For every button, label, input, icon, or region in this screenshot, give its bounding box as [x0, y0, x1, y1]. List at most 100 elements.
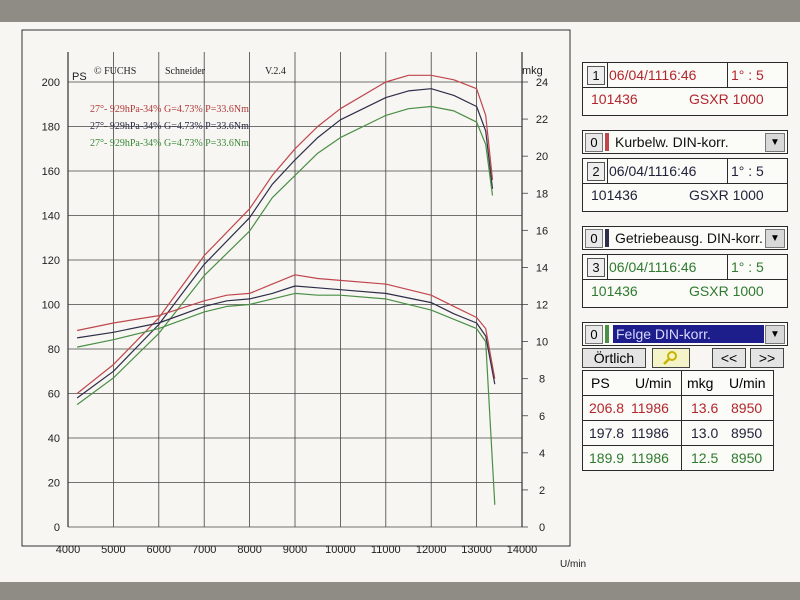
y-tick-label: 80 [48, 344, 60, 356]
record-ratio: 1° : 5 [731, 163, 764, 179]
legend-entry: 27°- 929hPa-34% G=4.73% P=33.6Nm [90, 121, 249, 132]
ps-value: 197.8 [589, 425, 625, 441]
record-ratio: 1° : 5 [731, 67, 764, 83]
oertlich-button[interactable]: Örtlich [582, 348, 646, 368]
table-header-row: PS U/min mkg U/min [583, 371, 773, 395]
record-model: GSXR 1000 [689, 283, 764, 299]
x-tick-label: 7000 [192, 544, 216, 556]
selector-kurbelwelle[interactable]: 0 Kurbelw. DIN-korr. ▼ [582, 130, 788, 154]
y2-tick-label: 18 [536, 188, 548, 200]
mkg-value: 13.0 [691, 425, 719, 441]
color-bar [605, 325, 609, 343]
x-tick-label: 6000 [147, 544, 171, 556]
x-tick-label: 10000 [325, 544, 356, 556]
copyright-text: © FUCHS [94, 66, 136, 77]
dyno-printout: 4000 5000 6000 7000 8000 9000 10000 11000 12000 1… [0, 22, 800, 582]
rpm-value: 8950 [731, 400, 763, 416]
x-tick-label: 8000 [237, 544, 261, 556]
y-tick-label: 20 [48, 478, 60, 490]
record-date: 06/04/1116:46 [609, 259, 697, 275]
x-tick-label: 14000 [507, 544, 538, 556]
y-tick-label: 40 [48, 433, 60, 445]
x-tick-label: 13000 [461, 544, 492, 556]
record-number[interactable]: 1 [587, 66, 605, 85]
y2-tick-label: 16 [536, 225, 548, 237]
col-rpm: U/min [635, 375, 672, 391]
selector-label: Kurbelw. DIN-korr. [615, 134, 729, 150]
curve-torque-1 [76, 274, 496, 379]
color-bar [605, 133, 609, 151]
table-row: 189.9 11986 12.5 8950 [583, 445, 773, 470]
y2-tick-label: 2 [539, 485, 545, 497]
rpm-value: 8950 [731, 425, 763, 441]
curve-torque-2 [77, 285, 496, 385]
col-ps: PS [591, 375, 610, 391]
rpm-value: 8950 [731, 450, 763, 466]
col-mkg: mkg [687, 375, 714, 391]
record-date: 06/04/1116:46 [609, 163, 697, 179]
chevron-down-icon[interactable]: ▼ [765, 325, 785, 344]
selector-index: 0 [585, 229, 603, 248]
ps-value: 206.8 [589, 400, 625, 416]
mkg-value: 12.5 [691, 450, 719, 466]
rpm-value: 11986 [631, 425, 669, 441]
run-record-2[interactable]: 2 06/04/1116:46 1° : 5 101436 GSXR 1000 [582, 158, 788, 212]
operator-name: Schneider [165, 66, 206, 77]
record-ratio: 1° : 5 [731, 259, 764, 275]
curve-power-3 [76, 105, 494, 406]
selector-felge[interactable]: 0 Felge DIN-korr. ▼ [582, 322, 788, 346]
version-label: V.2.4 [265, 66, 286, 77]
previous-button[interactable]: << [712, 348, 746, 368]
magnifier-icon[interactable] [652, 348, 690, 368]
y2-tick-label: 20 [536, 151, 548, 163]
col-rpm: U/min [729, 375, 766, 391]
rpm-value: 11986 [631, 450, 669, 466]
record-date: 06/04/1116:46 [609, 67, 697, 83]
y-tick-label: 200 [42, 77, 60, 89]
x-tick-label: 5000 [101, 544, 125, 556]
dyno-chart: 40 0 0 5000 6000 7000 8000 9000 10000 11000 12000 1… [21, 29, 586, 570]
curve-torque-3 [76, 292, 496, 505]
x-tick-label: 12000 [416, 544, 447, 556]
y-tick-label: 160 [42, 166, 60, 178]
record-serial: 101436 [591, 91, 638, 107]
run-record-3[interactable]: 3 06/04/1116:46 1° : 5 101436 GSXR 1000 [582, 254, 788, 308]
results-table: PS U/min mkg U/min 206.8 11986 13.6 8950… [582, 370, 774, 471]
color-bar [605, 229, 609, 247]
record-model: GSXR 1000 [689, 187, 764, 203]
table-row: 197.8 11986 13.0 8950 [583, 420, 773, 445]
run-record-1[interactable]: 1 06/04/1116:46 1° : 5 101436 GSXR 1000 [582, 62, 788, 116]
curve-power-2 [76, 88, 494, 399]
y2-tick-label: 12 [536, 300, 548, 312]
y2-tick-label: 6 [539, 411, 545, 423]
record-number[interactable]: 3 [587, 258, 605, 277]
mkg-value: 13.6 [691, 400, 719, 416]
y2-tick-label: 14 [536, 262, 548, 274]
record-model: GSXR 1000 [689, 91, 764, 107]
y-tick-label: 140 [42, 211, 60, 223]
record-serial: 101436 [591, 187, 638, 203]
selector-getriebeausgang[interactable]: 0 Getriebeausg. DIN-korr. ▼ [582, 226, 788, 250]
chevron-down-icon[interactable]: ▼ [765, 133, 785, 152]
selector-index: 0 [585, 325, 603, 344]
y-tick-label: 0 [54, 522, 60, 534]
selector-label: Getriebeausg. DIN-korr. [615, 230, 763, 246]
chevron-down-icon[interactable]: ▼ [765, 229, 785, 248]
record-number[interactable]: 2 [587, 162, 605, 181]
y2-tick-label: 0 [539, 522, 545, 534]
x-axis-unit: U/min [560, 559, 586, 570]
y-tick-label: 60 [48, 389, 60, 401]
y2-tick-label: 22 [536, 114, 548, 126]
legend-entry: 27°- 929hPa-34% G=4.73% P=33.6Nm [90, 138, 249, 149]
y2-axis-unit: mkg [522, 65, 543, 77]
next-button[interactable]: >> [750, 348, 784, 368]
selector-label: Felge DIN-korr. [613, 325, 764, 343]
x-tick-label: 9000 [283, 544, 307, 556]
selector-index: 0 [585, 133, 603, 152]
y-tick-label: 180 [42, 122, 60, 134]
curve-power-1 [76, 74, 494, 394]
y2-tick-label: 24 [536, 77, 548, 89]
y-tick-label: 120 [42, 255, 60, 267]
legend-entry: 27°- 929hPa-34% G=4.73% P=33.6Nm [90, 104, 249, 115]
x-tick-label: 11000 [371, 544, 401, 556]
